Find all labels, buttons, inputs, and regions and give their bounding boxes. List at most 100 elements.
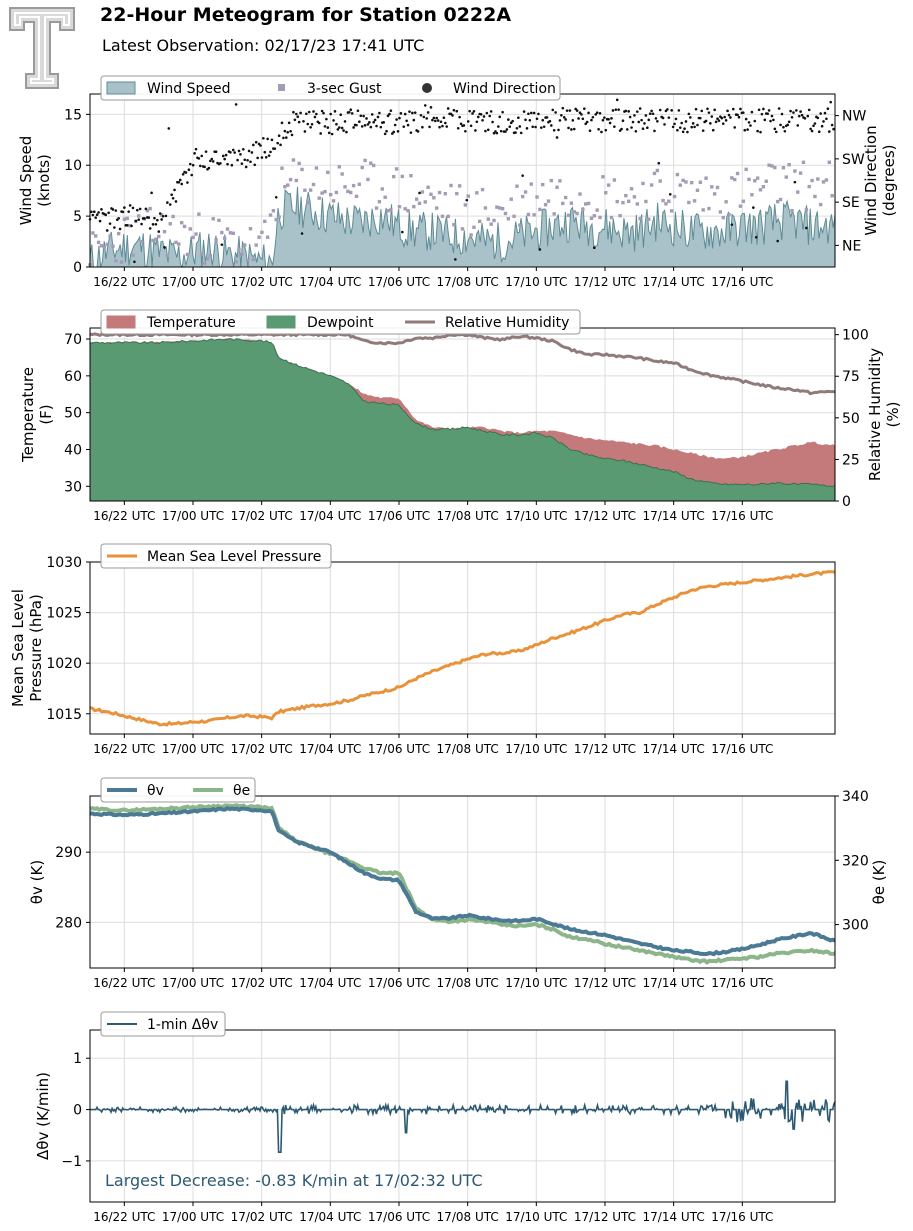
gust-point: [157, 234, 161, 239]
wind-direction-point: [614, 108, 618, 111]
wind-direction-point: [167, 127, 171, 130]
wind-direction-point: [98, 219, 102, 223]
gust-point: [205, 257, 210, 261]
wind-direction-point: [150, 191, 153, 195]
wind-direction-point: [646, 126, 649, 130]
wind-direction-point: [625, 128, 629, 131]
wind-direction-point: [379, 125, 383, 129]
gust-point: [429, 192, 433, 197]
x-tick-label: 17/00 UTC: [162, 275, 224, 289]
legend-box: [100, 309, 581, 335]
wind-direction-point: [699, 116, 702, 120]
gust-point: [520, 194, 525, 199]
wind-direction-point: [590, 118, 593, 122]
wind-direction-point: [454, 258, 457, 261]
wind-direction-point: [507, 118, 510, 121]
gust-point: [237, 247, 241, 252]
wind-direction-point: [787, 120, 791, 124]
y-tick-label: 50: [64, 406, 82, 422]
gust-point: [801, 160, 806, 165]
wind-direction-point: [220, 243, 224, 246]
wind-direction-point: [452, 108, 456, 112]
wind-direction-point: [92, 210, 96, 214]
wind-direction-point: [469, 124, 473, 128]
wind-direction-point: [707, 111, 711, 114]
wind-direction-point: [687, 112, 691, 116]
wind-direction-point: [105, 229, 109, 232]
wind-direction-point: [548, 119, 552, 123]
wind-direction-point: [782, 125, 785, 129]
wind-direction-point: [528, 118, 532, 122]
gust-point: [222, 236, 227, 240]
gust-point: [128, 223, 132, 228]
gust-point: [182, 224, 187, 229]
wind-direction-point: [421, 125, 424, 129]
gust-point: [807, 184, 811, 189]
page-title: 22-Hour Meteogram for Station 0222A: [100, 4, 512, 26]
wind-direction-point: [300, 232, 304, 235]
wind-direction-point: [724, 119, 728, 122]
wind-direction-point: [306, 122, 310, 126]
wind-direction-point: [297, 120, 301, 124]
gust-point: [612, 178, 617, 182]
wind-direction-point: [138, 207, 142, 211]
x-tick-label: 17/14 UTC: [643, 509, 705, 523]
wind-direction-point: [264, 155, 268, 159]
wind-direction-point: [365, 117, 368, 120]
gust-point: [386, 209, 390, 213]
gust-point: [151, 238, 155, 243]
gust-point: [99, 244, 104, 248]
wind-direction-point: [320, 109, 324, 113]
gust-point: [589, 216, 594, 220]
x-tick-label: 17/12 UTC: [574, 976, 636, 990]
gust-point: [609, 215, 614, 220]
wind-direction-point: [817, 130, 821, 133]
gust-point: [343, 185, 347, 189]
wind-direction-point: [214, 150, 218, 154]
gust-point: [449, 183, 453, 188]
wind-direction-point: [426, 111, 430, 114]
wind-direction-point: [273, 147, 277, 150]
gust-point: [690, 180, 694, 185]
wind-direction-point: [441, 124, 444, 128]
wind-direction-point: [111, 208, 115, 211]
wind-direction-point: [557, 128, 560, 132]
wind-direction-point: [525, 127, 529, 130]
wind-direction-point: [256, 156, 259, 160]
wind-direction-point: [94, 216, 98, 219]
wind-direction-point: [747, 121, 751, 124]
gust-point: [535, 195, 539, 199]
wind-direction-point: [125, 223, 129, 227]
gust-point: [177, 242, 181, 246]
gust-point: [566, 213, 571, 217]
wind-direction-point: [190, 173, 194, 177]
wind-direction-point: [648, 112, 652, 116]
legend-label: 1-min Δθv: [147, 1017, 218, 1033]
legend-label: θv: [147, 783, 164, 799]
wind-direction-point: [128, 204, 132, 207]
gust-point: [403, 207, 407, 211]
wind-direction-point: [693, 125, 696, 129]
wind-direction-point: [773, 127, 777, 131]
wind-direction-point: [305, 112, 308, 116]
gust-point: [194, 232, 198, 236]
wind-direction-point: [774, 130, 778, 134]
wind-direction-point: [750, 110, 754, 114]
wind-direction-point: [143, 217, 146, 220]
humidity-axis-label: Relative Humidity(%): [866, 348, 902, 481]
y-tick-label: 1: [73, 1051, 82, 1067]
x-tick-label: 17/06 UTC: [368, 275, 430, 289]
gust-point: [480, 187, 485, 192]
delta-theta-axis-label: Δθv (K/min): [34, 1072, 52, 1160]
wind-speed-axis-label: Wind Speed(knots): [17, 136, 53, 226]
wind-direction-point: [558, 119, 562, 122]
wind-direction-point: [445, 125, 449, 128]
wind-direction-point: [667, 116, 671, 119]
wind-direction-point: [409, 131, 413, 134]
wind-direction-point: [237, 149, 241, 153]
gust-point: [701, 208, 705, 212]
gust-point: [154, 237, 158, 241]
y2-tick-label: NE: [842, 238, 861, 254]
wind-direction-point: [396, 130, 400, 133]
wind-direction-point: [372, 120, 375, 124]
